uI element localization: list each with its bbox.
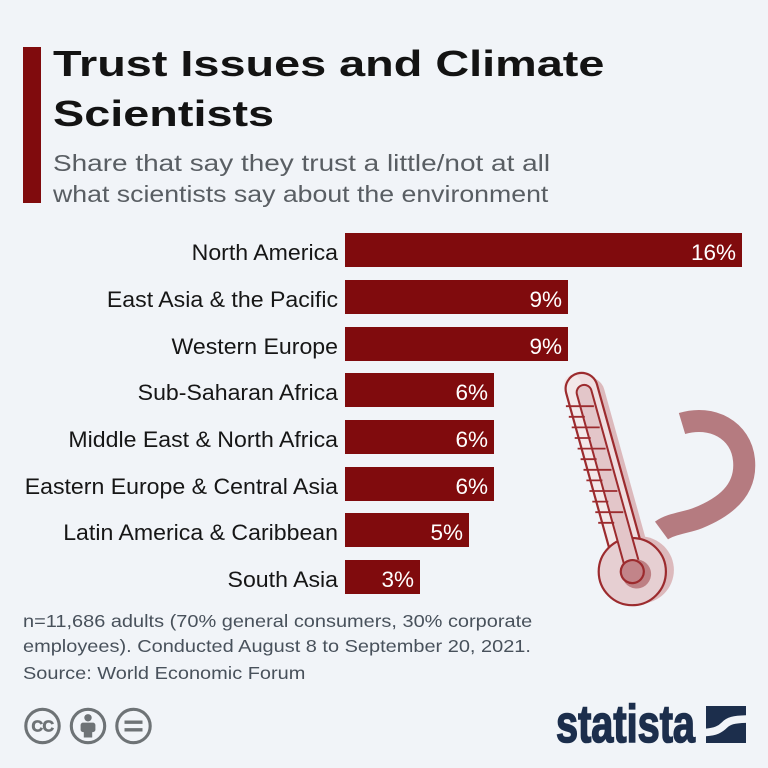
svg-text:statista: statista	[556, 698, 695, 754]
svg-text:CC: CC	[31, 719, 54, 736]
